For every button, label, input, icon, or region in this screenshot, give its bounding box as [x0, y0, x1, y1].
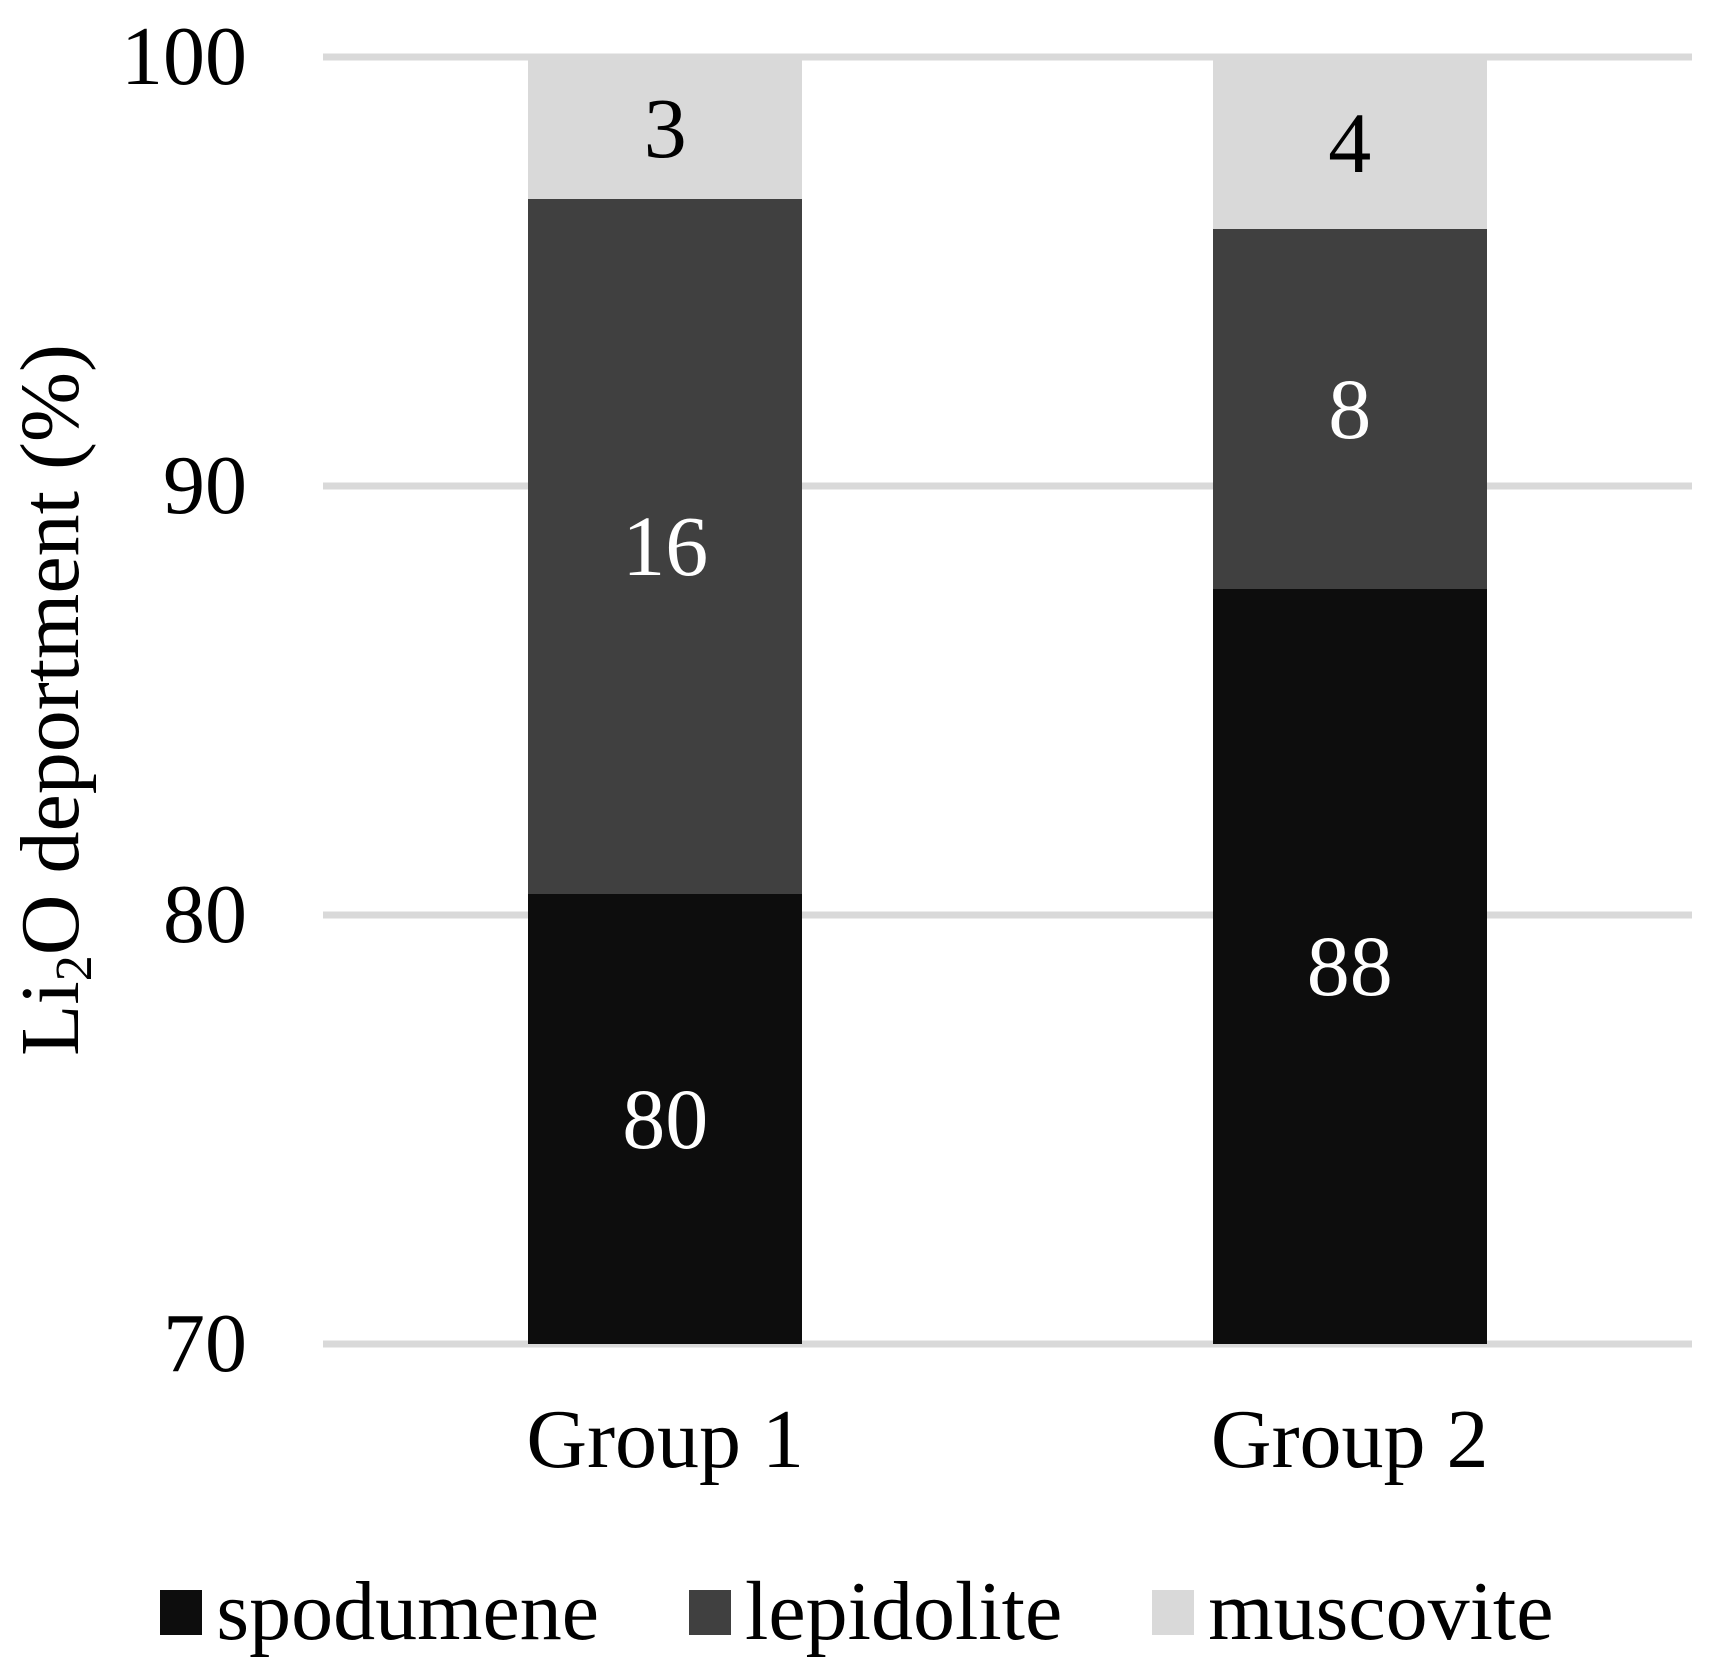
legend-swatch-icon: [160, 1589, 203, 1635]
gridline: [323, 53, 1692, 61]
x-axis-category-label: Group 1: [526, 1393, 805, 1486]
bar-group-1: 80 16 3: [528, 57, 803, 1344]
legend-swatch-icon: [1152, 1589, 1195, 1635]
bar-segment-spodumene: 88: [1212, 588, 1487, 1344]
y-axis-title-text: Li: [3, 981, 97, 1056]
legend-label: lepidolite: [745, 1565, 1063, 1658]
legend-item-muscovite: muscovite: [1152, 1565, 1554, 1658]
data-label-muscovite: 3: [643, 79, 687, 176]
legend-item-lepidolite: lepidolite: [689, 1570, 1062, 1654]
bar-segment-muscovite: 3: [528, 57, 803, 199]
legend: spodumene lepidolite muscovite: [0, 1567, 1714, 1657]
y-axis-title-text: O deportment (%): [3, 344, 97, 956]
bar-segment-spodumene: 80: [528, 893, 803, 1344]
y-axis-tick-label: 70: [163, 1297, 247, 1390]
x-axis-category-label: Group 2: [1210, 1393, 1489, 1486]
legend-item-spodumene: spodumene: [160, 1570, 599, 1654]
bar-group-2: 88 8 4: [1212, 57, 1487, 1344]
data-label-spodumene: 88: [1306, 918, 1393, 1015]
gridline: [323, 482, 1692, 490]
bar-segment-lepidolite: 16: [528, 198, 803, 894]
y-axis-tick-label: 80: [163, 868, 247, 961]
y-axis-tick-label: 90: [163, 439, 247, 532]
legend-label: spodumene: [216, 1565, 600, 1658]
y-axis-title-subscript: 2: [45, 955, 103, 982]
bar-segment-lepidolite: 8: [1212, 228, 1487, 589]
legend-swatch-icon: [689, 1589, 732, 1635]
legend-label: muscovite: [1208, 1565, 1554, 1658]
data-label-muscovite: 4: [1328, 94, 1372, 191]
y-axis-tick-label: 100: [121, 10, 247, 103]
bar-segment-muscovite: 4: [1212, 57, 1487, 229]
data-label-spodumene: 80: [622, 1070, 709, 1167]
data-label-lepidolite: 8: [1328, 360, 1372, 457]
plot-area: 80 16 3 88 8 4: [323, 53, 1692, 1348]
gridline: [323, 911, 1692, 919]
gridline: [323, 1340, 1692, 1348]
data-label-lepidolite: 16: [622, 498, 709, 595]
